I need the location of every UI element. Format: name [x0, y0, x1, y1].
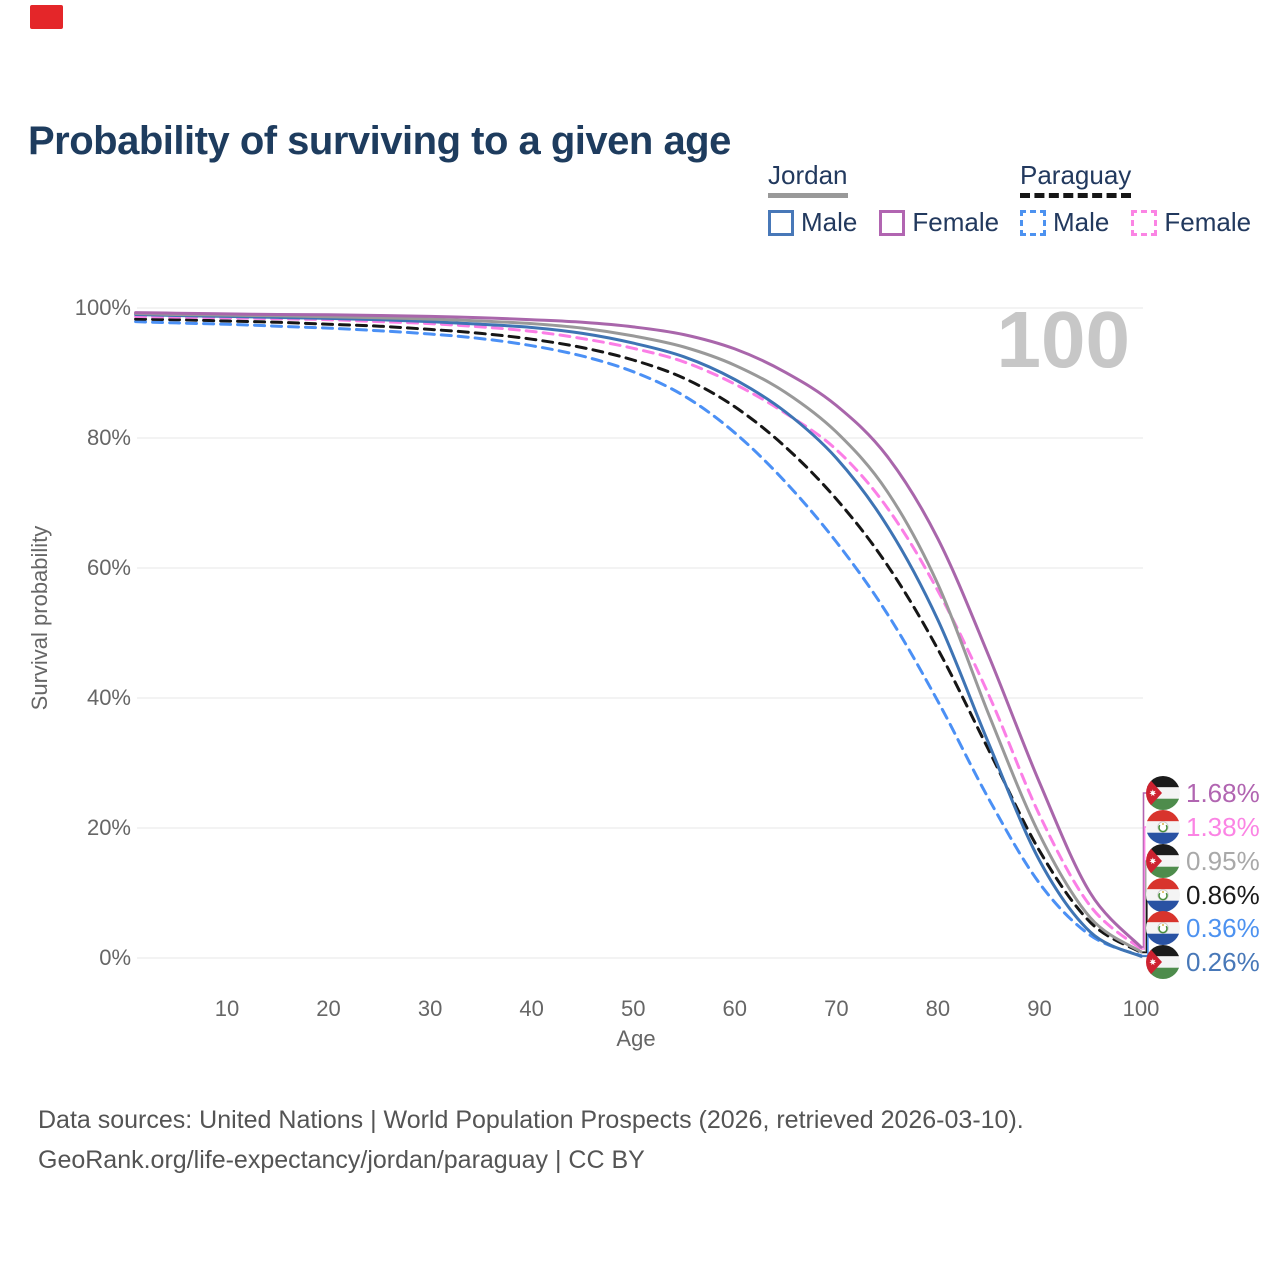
end-label-value: 1.68%	[1186, 778, 1260, 808]
x-axis-title: Age	[616, 1026, 656, 1051]
end-label-row: 1.38%	[1146, 810, 1260, 844]
red-marker-badge	[30, 5, 63, 29]
x-tick-label: 50	[620, 996, 646, 1021]
legend-item-label: Female	[912, 207, 1000, 237]
end-label-value: 0.86%	[1186, 880, 1260, 910]
flag-icon-jordan	[1146, 776, 1180, 810]
x-tick-label: 70	[824, 996, 849, 1021]
y-tick-label: 60%	[86, 555, 131, 580]
legend-swatch	[1131, 209, 1158, 236]
series-line-paraguay	[134, 317, 1143, 954]
legend-country-jordan[interactable]: Jordan	[768, 160, 848, 198]
series-line-paraguay-male	[134, 320, 1143, 958]
legend-item-label: Female	[1164, 207, 1252, 237]
end-label-value: 0.36%	[1186, 913, 1260, 943]
y-tick-label: 40%	[86, 685, 131, 710]
legend-group-jordan: Jordan Male Female	[768, 160, 999, 238]
legend-item-paraguay-male[interactable]: Male	[1020, 207, 1109, 238]
chart-title: Probability of surviving to a given age	[28, 118, 731, 163]
watermark-max-age: 100	[996, 295, 1130, 384]
y-tick-label: 0%	[99, 945, 131, 970]
x-tick-label: 40	[519, 996, 544, 1021]
flag-icon-jordan	[1146, 945, 1180, 979]
source-text-line1: Data sources: United Nations | World Pop…	[38, 1106, 1024, 1134]
y-tick-label: 100%	[74, 295, 131, 320]
end-label-row: 0.26%	[1146, 945, 1260, 979]
series-line-jordan	[134, 312, 1143, 954]
end-label-value: 1.38%	[1186, 812, 1260, 842]
y-tick-label: 20%	[86, 815, 131, 840]
end-label-row: 0.95%	[1146, 844, 1260, 878]
legend-item-label: Male	[1053, 207, 1110, 237]
legend-swatch	[879, 209, 906, 236]
source-text-line2: GeoRank.org/life-expectancy/jordan/parag…	[38, 1146, 645, 1174]
legend-swatch	[1020, 209, 1046, 236]
flag-icon-paraguay	[1146, 911, 1180, 945]
end-label-row: 0.86%	[1146, 878, 1260, 912]
legend-country-paraguay[interactable]: Paraguay	[1020, 160, 1132, 198]
series-line-jordan-female	[134, 311, 1143, 949]
x-tick-label: 20	[316, 996, 341, 1021]
end-label-row: 1.68%	[1146, 776, 1260, 810]
end-label-row: 0.36%	[1146, 911, 1260, 945]
end-label-value: 0.95%	[1186, 846, 1260, 876]
y-tick-label: 80%	[86, 425, 131, 450]
legend-item-jordan-female[interactable]: Female	[879, 207, 999, 238]
legend-item-label: Male	[801, 207, 858, 237]
flag-icon-paraguay	[1146, 810, 1180, 844]
legend-item-jordan-male[interactable]: Male	[768, 207, 857, 238]
series-line-jordan-male	[134, 313, 1143, 958]
flag-icon-jordan	[1146, 844, 1180, 878]
flag-icon-paraguay	[1146, 878, 1180, 912]
x-tick-label: 100	[1122, 996, 1160, 1021]
x-tick-label: 30	[417, 996, 443, 1021]
series-line-paraguay-female	[134, 314, 1143, 951]
x-tick-label: 90	[1027, 996, 1052, 1021]
x-tick-label: 10	[214, 996, 240, 1021]
legend-swatch	[768, 209, 794, 236]
x-tick-label: 80	[925, 996, 951, 1021]
end-label-value: 0.26%	[1186, 947, 1260, 977]
y-axis-title: Survival probability	[27, 525, 52, 711]
legend-group-paraguay: Paraguay Male Female	[1020, 160, 1251, 238]
x-tick-label: 60	[722, 996, 748, 1021]
legend-item-paraguay-female[interactable]: Female	[1131, 207, 1251, 238]
